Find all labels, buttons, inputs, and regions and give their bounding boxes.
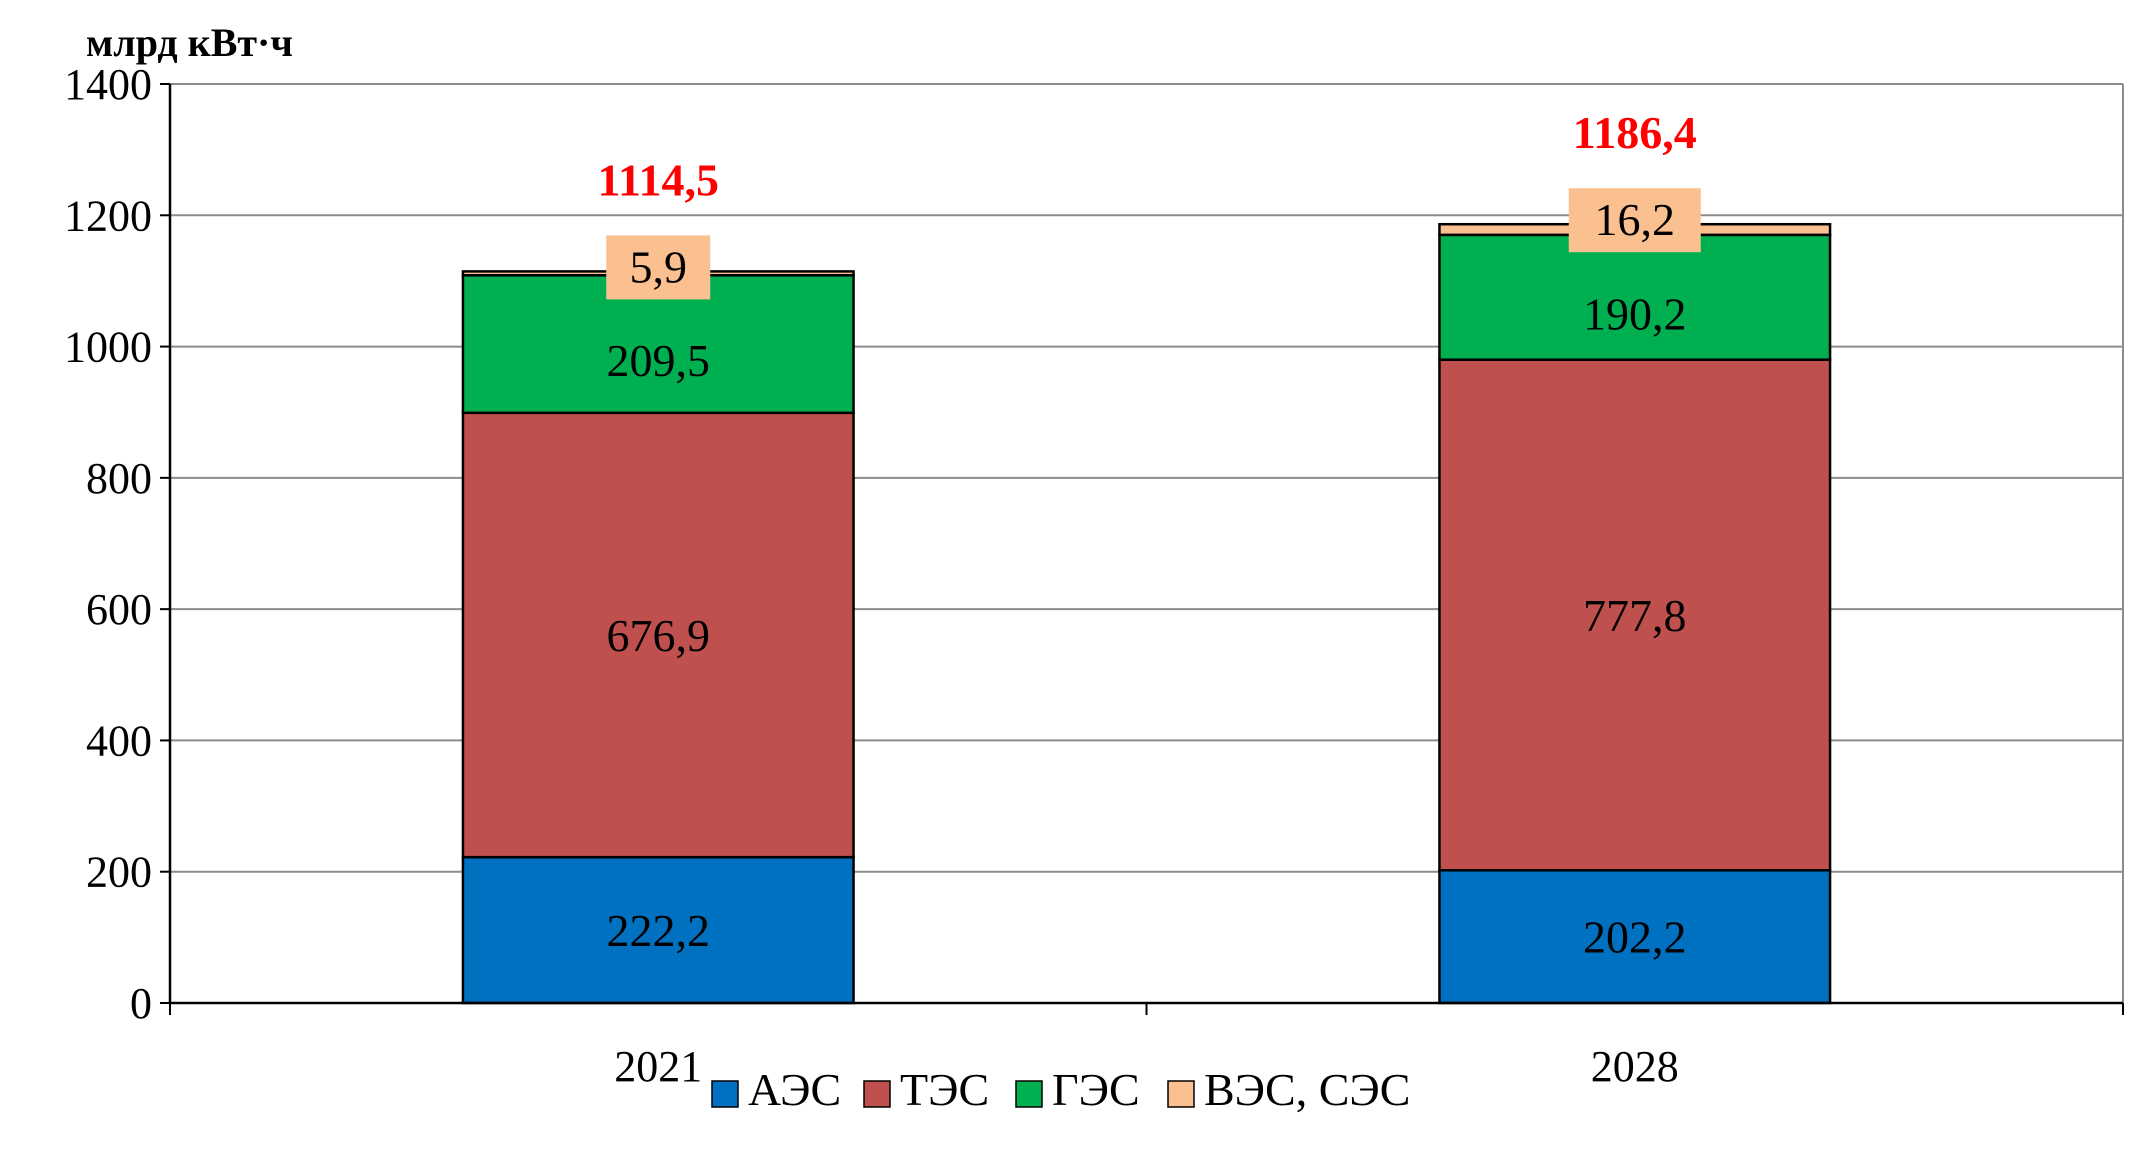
- legend-label: ГЭС: [1052, 1064, 1140, 1115]
- x-axis-labels: 2021 2028: [614, 1042, 1679, 1091]
- legend-swatch: [1015, 1080, 1043, 1108]
- y-axis-ticks: 0 200 400 600 800 1000 1200 1400: [64, 60, 170, 1028]
- bar-segment: [461, 855, 855, 1005]
- legend-swatch: [711, 1080, 739, 1108]
- legend-swatch: [1167, 1080, 1195, 1108]
- data-label: 5,9: [630, 241, 688, 292]
- legend-swatch: [863, 1080, 891, 1108]
- y-tick-label: 200: [86, 848, 152, 897]
- y-axis-unit-label: млрд кВт·ч: [86, 20, 293, 65]
- data-label: 16,2: [1595, 194, 1676, 245]
- bar-segment: [1438, 233, 1832, 361]
- y-tick-label: 0: [130, 979, 152, 1028]
- y-tick-label: 1400: [64, 60, 152, 109]
- data-label: 777,8: [1583, 590, 1687, 641]
- bar-segment: [461, 411, 855, 859]
- x-tick-label: 2028: [1591, 1042, 1679, 1091]
- total-label: 1114,5: [598, 154, 719, 205]
- data-label: 209,5: [607, 335, 711, 386]
- data-label-box: [606, 235, 711, 300]
- total-label: 1186,4: [1573, 107, 1697, 158]
- legend-label: ТЭС: [900, 1064, 989, 1115]
- y-tick-label: 1200: [64, 191, 152, 240]
- legend-label: АЭС: [748, 1064, 841, 1115]
- y-tick-label: 600: [86, 585, 152, 634]
- bar-segment: [1438, 358, 1832, 872]
- legend-label: ВЭС, СЭС: [1204, 1064, 1410, 1115]
- y-tick-label: 800: [86, 454, 152, 503]
- axes: [168, 83, 2124, 1015]
- legend: АЭС ТЭС ГЭС ВЭС, СЭС: [711, 1064, 1410, 1115]
- x-tick-label: 2021: [614, 1042, 702, 1091]
- y-tick-label: 1000: [64, 323, 152, 372]
- bars: 222,2 676,9 209,5 5,9 1114,5 202,2 777,8 190,2 1…: [461, 107, 1832, 1005]
- data-label: 190,2: [1583, 288, 1687, 339]
- data-label: 676,9: [607, 610, 711, 661]
- data-label-box: [1568, 188, 1701, 253]
- y-tick-label: 400: [86, 716, 152, 765]
- data-label: 222,2: [607, 905, 711, 956]
- data-label: 202,2: [1583, 912, 1687, 963]
